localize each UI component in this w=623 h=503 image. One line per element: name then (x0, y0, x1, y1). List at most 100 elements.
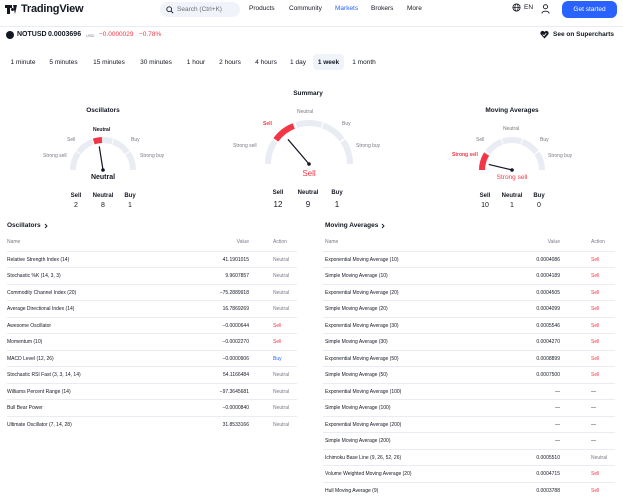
moving-averages-section-title[interactable]: Moving Averages (325, 222, 386, 229)
indicator-name[interactable]: Exponential Moving Average (100) (325, 388, 402, 395)
table-row[interactable]: Exponential Moving Average (50) 0.0008899… (323, 349, 615, 367)
table-row[interactable]: Simple Moving Average (10) 0.0004189 Sell (323, 267, 615, 284)
indicator-name[interactable]: Simple Moving Average (100) (325, 405, 391, 411)
label-strong-sell: Strong sell (43, 153, 67, 159)
nav-markets[interactable]: Markets (335, 5, 359, 12)
price-change: −0.0000029 (99, 31, 134, 38)
nav-community[interactable]: Community (289, 5, 322, 12)
indicator-name[interactable]: Simple Moving Average (30) (325, 339, 388, 345)
tab-30-minutes[interactable]: 30 minutes (140, 58, 172, 66)
indicator-name[interactable]: Stochastic %K (14, 3, 3) (7, 273, 61, 279)
tradingview-logo[interactable]: TradingView (5, 3, 84, 15)
table-row[interactable]: Exponential Moving Average (200) — — (323, 415, 615, 433)
indicator-name[interactable]: Momentum (10) (7, 339, 43, 345)
gauge-needle (98, 146, 104, 171)
table-row[interactable]: Simple Moving Average (50) 0.0007500 Sell (323, 366, 615, 383)
gauge-title[interactable]: Oscillators (86, 107, 120, 114)
indicator-name[interactable]: MACD Level (12, 26) (7, 355, 54, 362)
indicator-name[interactable]: Exponential Moving Average (10) (325, 256, 399, 263)
label-buy: Buy (540, 137, 549, 143)
table-row[interactable]: Average Directional Index (14) 16.7869269… (7, 300, 297, 317)
table-row[interactable]: Momentum (10) −0.0002270 Sell (7, 333, 297, 350)
tab-1-month[interactable]: 1 month (352, 58, 376, 66)
indicator-name[interactable]: Commodity Channel Index (20) (7, 289, 77, 296)
supercharts-label: See on Supercharts (553, 31, 615, 38)
tab-1-day[interactable]: 1 day (290, 58, 306, 66)
table-row[interactable]: Ultimate Oscillator (7, 14, 28) 31.853316… (7, 415, 297, 433)
table-row[interactable]: Stochastic %K (14, 3, 3) 9.9607857 Neutral (7, 267, 297, 284)
get-started-button[interactable]: Get started (562, 1, 617, 18)
table-row[interactable]: Exponential Moving Average (10) 0.0004086… (323, 250, 615, 268)
tab-15-minutes[interactable]: 15 minutes (93, 58, 125, 66)
language-selector[interactable]: EN (512, 3, 533, 12)
indicator-name[interactable]: Exponential Moving Average (20) (325, 289, 399, 296)
indicator-name[interactable]: Average Directional Index (14) (7, 306, 75, 312)
indicator-name[interactable]: Relative Strength Index (14) (7, 256, 70, 263)
oscillators-title-text: Oscillators (7, 222, 41, 229)
indicator-name[interactable]: Williams Percent Range (14) (7, 388, 71, 395)
logo-mark-icon (5, 4, 18, 14)
tab-2-hours[interactable]: 2 hours (219, 58, 241, 66)
indicator-action: Neutral (273, 388, 290, 395)
nav-brokers[interactable]: Brokers (371, 5, 394, 12)
indicator-name[interactable]: Exponential Moving Average (30) (325, 322, 399, 329)
table-row[interactable]: Bull Bear Power −0.0000840 Neutral (7, 399, 297, 416)
table-row[interactable]: Simple Moving Average (100) — — (323, 399, 615, 416)
nav-more[interactable]: More (407, 5, 422, 12)
tab-1-week[interactable]: 1 week (313, 54, 344, 70)
indicator-action: Neutral (591, 454, 608, 461)
indicator-action: — (591, 421, 596, 428)
table-row[interactable]: Williams Percent Range (14) −97.3645681 Ne… (7, 382, 297, 400)
indicator-name[interactable]: Ultimate Oscillator (7, 14, 28) (7, 421, 72, 428)
table-row[interactable]: Simple Moving Average (20) 0.0004099 Sell (323, 300, 615, 317)
table-row[interactable]: MACD Level (12, 26) −0.0000906 Buy (7, 349, 297, 367)
symbol-ticker[interactable]: NOTUSD (17, 31, 47, 38)
tab-4-hours[interactable]: 4 hours (255, 58, 277, 66)
table-row[interactable]: Simple Moving Average (30) 0.0004270 Sell (323, 333, 615, 350)
table-row[interactable]: Simple Moving Average (200) — — (323, 432, 615, 449)
indicator-name[interactable]: Exponential Moving Average (200) (325, 421, 402, 428)
symbol-logo-icon (6, 31, 14, 39)
indicator-value: 0.0004086 (536, 256, 560, 263)
indicator-name[interactable]: Volume Weighted Moving Average (20) (325, 471, 412, 477)
search-box[interactable] (160, 2, 240, 17)
oscillators-section-title[interactable]: Oscillators (7, 222, 49, 229)
nav-products[interactable]: Products (249, 5, 275, 12)
table-row[interactable]: Exponential Moving Average (100) — — (323, 382, 615, 400)
price-change-percent: −0.78% (139, 31, 162, 38)
indicator-name[interactable]: Ichimoku Base Line (9, 26, 52, 26) (325, 454, 402, 461)
table-row[interactable]: Exponential Moving Average (30) 0.0005546… (323, 316, 615, 334)
indicator-name[interactable]: Simple Moving Average (10) (325, 273, 388, 279)
indicator-name[interactable]: Exponential Moving Average (50) (325, 355, 399, 362)
user-icon[interactable] (541, 4, 550, 14)
indicator-name[interactable]: Bull Bear Power (7, 405, 43, 411)
indicator-name[interactable]: Hull Moving Average (9) (325, 487, 379, 494)
symbol-currency: USD (86, 33, 95, 38)
indicator-name[interactable]: Simple Moving Average (20) (325, 306, 388, 312)
indicator-name[interactable]: Simple Moving Average (200) (325, 438, 391, 444)
table-row[interactable]: Awesome Oscillator −0.0000644 Sell (7, 316, 297, 334)
gauge-title[interactable]: Moving Averages (485, 107, 539, 114)
indicator-action: Neutral (273, 273, 290, 279)
table-row[interactable]: Ichimoku Base Line (9, 26, 52, 26) 0.0005… (323, 448, 615, 466)
table-row[interactable]: Stochastic RSI Fast (3, 3, 14, 14) 54.116… (7, 366, 297, 383)
tab-1-hour[interactable]: 1 hour (186, 58, 206, 66)
table-row[interactable]: Volume Weighted Moving Average (20) 0.000… (323, 465, 615, 482)
gauge-active-segment (479, 152, 490, 171)
gauge-result: Sell (302, 169, 316, 178)
table-row[interactable]: Exponential Moving Average (20) 0.0004505… (323, 283, 615, 301)
indicator-value: −0.0002270 (222, 339, 249, 345)
indicator-name[interactable]: Stochastic RSI Fast (3, 3, 14, 14) (7, 372, 81, 378)
table-row[interactable]: Relative Strength Index (14) 41.1901015 Ne… (7, 250, 297, 268)
tab-5-minutes[interactable]: 5 minutes (49, 58, 78, 66)
tab-1-minute[interactable]: 1 minute (10, 58, 36, 66)
col-name: Name (325, 239, 339, 245)
indicator-name[interactable]: Simple Moving Average (50) (325, 372, 388, 378)
indicator-name[interactable]: Awesome Oscillator (7, 322, 52, 329)
table-row[interactable]: Commodity Channel Index (20) −75.2889918 N… (7, 283, 297, 301)
supercharts-link[interactable]: See on Supercharts (540, 30, 614, 39)
search-input[interactable] (177, 6, 239, 13)
gauge-segment-sell (485, 138, 503, 155)
table-row[interactable]: Hull Moving Average (9) 0.0003788 Sell (323, 481, 615, 499)
